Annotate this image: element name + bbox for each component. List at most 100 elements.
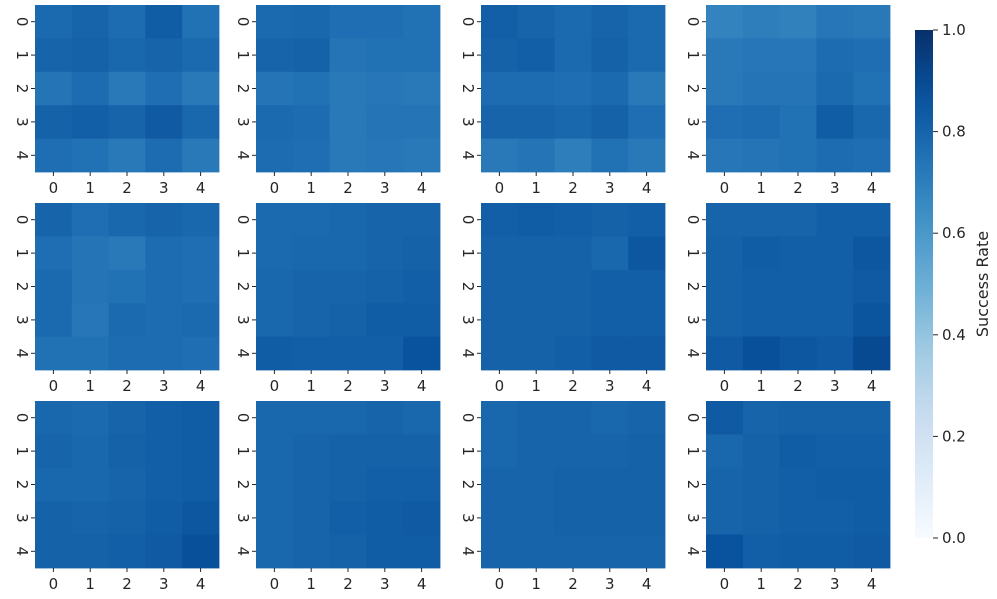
- heatmap-cell: [779, 71, 817, 106]
- heatmap-cell: [366, 501, 404, 535]
- heatmap-cell: [256, 71, 294, 106]
- heatmap-cell: [816, 5, 854, 39]
- heatmap-cell: [554, 434, 592, 469]
- x-tick-label: 0: [49, 377, 59, 395]
- heatmap-cell: [329, 467, 367, 502]
- x-tick-label: 0: [495, 179, 505, 197]
- y-tick-label: 0: [13, 215, 31, 225]
- heatmap-cell: [481, 269, 519, 304]
- heatmap-cell: [329, 534, 367, 569]
- y-tick-label: 3: [234, 117, 252, 127]
- x-tick-label: 2: [568, 179, 578, 197]
- heatmap-cell: [182, 434, 220, 469]
- y-tick-label: 4: [234, 349, 252, 359]
- heatmap-cell: [403, 5, 441, 39]
- heatmap-cell: [706, 501, 744, 535]
- heatmap-panel-7: 0 1 2 3 4 0 1 2 3 4: [459, 203, 666, 395]
- heatmap-cell: [706, 401, 744, 435]
- y-tick-label: 2: [459, 480, 477, 490]
- heatmap-cell: [292, 336, 330, 371]
- heatmap-cell: [779, 303, 817, 337]
- heatmap-cell: [182, 38, 220, 73]
- y-tick-label: 0: [13, 413, 31, 423]
- heatmap-panel-11: 0 1 2 3 4 0 1 2 3 4: [459, 401, 666, 593]
- heatmap-cell: [329, 269, 367, 304]
- heatmap-cell: [35, 467, 73, 502]
- heatmap-cell: [71, 138, 109, 173]
- heatmap-cell: [554, 5, 592, 39]
- x-tick-label: 3: [380, 575, 390, 593]
- heatmap-cell: [628, 434, 666, 469]
- heatmap-cell: [71, 303, 109, 337]
- heatmap-panel-10: 0 1 2 3 4 0 1 2 3 4: [234, 401, 441, 593]
- heatmap-cell: [554, 336, 592, 371]
- y-tick-label: 4: [234, 151, 252, 161]
- heatmap-cell: [366, 105, 404, 139]
- heatmap-cell: [329, 203, 367, 237]
- heatmap-cell: [853, 303, 891, 337]
- heatmap-cell: [591, 467, 629, 502]
- heatmap-cell: [706, 138, 744, 173]
- heatmap-cell: [742, 336, 780, 371]
- heatmap-cell: [366, 203, 404, 237]
- y-tick-label: 1: [234, 50, 252, 60]
- heatmap-cell: [145, 434, 183, 469]
- x-tick-label: 0: [495, 377, 505, 395]
- heatmap-cell: [145, 401, 183, 435]
- y-tick-label: 3: [684, 513, 702, 523]
- colorbar-tick-label: 0.2: [942, 427, 966, 445]
- x-tick-label: 3: [380, 377, 390, 395]
- y-tick-label: 2: [234, 84, 252, 94]
- heatmap-cell: [853, 38, 891, 73]
- heatmap-cell: [481, 303, 519, 337]
- x-tick-label: 2: [343, 575, 353, 593]
- x-tick-label: 4: [196, 179, 206, 197]
- x-tick-label: 4: [642, 377, 652, 395]
- heatmap-cell: [742, 434, 780, 469]
- heatmap-cell: [742, 105, 780, 139]
- heatmap-cell: [108, 138, 146, 173]
- heatmap-cell: [403, 38, 441, 73]
- y-tick-label: 1: [13, 248, 31, 258]
- heatmap-cell: [71, 38, 109, 73]
- x-tick-label: 2: [568, 575, 578, 593]
- heatmap-cell: [35, 138, 73, 173]
- x-tick-label: 1: [306, 377, 316, 395]
- heatmap-cell: [329, 434, 367, 469]
- heatmap-panel-1: 0 1 2 3 4 0 1 2 3 4: [13, 5, 220, 197]
- heatmap-cell: [554, 269, 592, 304]
- heatmap-cell: [108, 534, 146, 569]
- heatmap-cell: [182, 105, 220, 139]
- y-tick-label: 4: [234, 547, 252, 557]
- heatmap-cell: [742, 203, 780, 237]
- x-tick-label: 2: [343, 377, 353, 395]
- y-tick-label: 1: [13, 446, 31, 456]
- heatmap-cell: [35, 501, 73, 535]
- heatmap-cell: [816, 434, 854, 469]
- y-tick-label: 4: [684, 151, 702, 161]
- x-tick-label: 3: [830, 575, 840, 593]
- colorbar-gradient: [915, 30, 933, 538]
- heatmap-cell: [71, 336, 109, 371]
- heatmap-cell: [816, 203, 854, 237]
- heatmap-cell: [182, 501, 220, 535]
- heatmap-cell: [517, 501, 555, 535]
- heatmap-cell: [329, 236, 367, 271]
- heatmap-cell: [591, 236, 629, 271]
- heatmap-cell: [853, 434, 891, 469]
- heatmap-cell: [853, 236, 891, 271]
- heatmap-cell: [35, 38, 73, 73]
- heatmap-cell: [292, 5, 330, 39]
- heatmap-cell: [403, 138, 441, 173]
- heatmap-cell: [145, 501, 183, 535]
- heatmap-cell: [853, 467, 891, 502]
- heatmap-cell: [145, 534, 183, 569]
- heatmap-cell: [256, 105, 294, 139]
- heatmap-cell: [517, 38, 555, 73]
- heatmap-cell: [366, 336, 404, 371]
- heatmap-cell: [71, 467, 109, 502]
- heatmap-cell: [108, 467, 146, 502]
- heatmap-cell: [517, 434, 555, 469]
- heatmap-cell: [816, 71, 854, 106]
- y-tick-label: 1: [684, 248, 702, 258]
